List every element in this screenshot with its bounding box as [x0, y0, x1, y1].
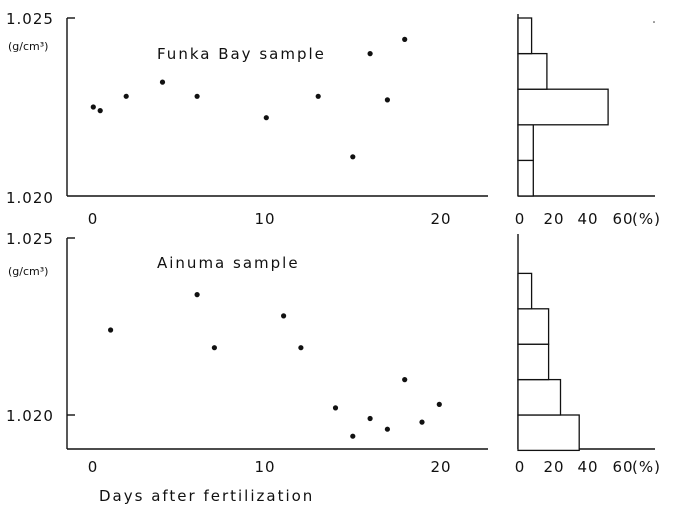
ainuma-hist-bar-2	[517, 343, 550, 381]
ainuma-panel: 1.025 (g/cm³) 1.020 Ainuma sample	[6, 230, 488, 450]
ainuma-y-unit: (g/cm³)	[8, 265, 48, 278]
ainuma-point-5	[332, 405, 339, 411]
ainuma-hist-tick-label-40: 40	[577, 458, 598, 476]
funka-histogram	[517, 14, 655, 197]
ainuma-point-6	[350, 433, 356, 439]
funka-x-tick-label-10: 10	[254, 210, 275, 228]
funka-point-7	[350, 154, 356, 160]
funka-point-1	[97, 108, 103, 114]
funka-bay-panel: 1.025 (g/cm³) 1.020 Funka Bay sample	[6, 10, 488, 207]
ainuma-points	[108, 292, 442, 439]
funka-hist-tick-label-20: 20	[543, 210, 564, 228]
ainuma-point-9	[402, 377, 408, 383]
ainuma-x-ticks: 0 10 20 0 20 40 60 (%)	[88, 458, 661, 476]
funka-hist-bar-2	[517, 88, 609, 126]
ainuma-y-tick-label-top: 1.025	[6, 230, 54, 248]
ainuma-hist-bars	[517, 272, 580, 452]
ainuma-hist-bar-1	[517, 378, 562, 416]
funka-x-tick-label-20: 20	[430, 210, 451, 228]
funka-point-5	[263, 115, 269, 121]
funka-point-6	[315, 93, 321, 99]
funka-y-unit: (g/cm³)	[8, 40, 48, 53]
ainuma-point-0	[108, 327, 114, 333]
ainuma-hist-bar-3	[517, 308, 550, 345]
funka-point-10	[402, 36, 408, 43]
funka-y-tick-label-bottom: 1.020	[6, 189, 54, 207]
funka-hist-bar-3	[517, 52, 548, 90]
ainuma-panel-title: Ainuma sample	[157, 254, 300, 272]
funka-point-3	[159, 79, 166, 85]
funka-hist-bar-0	[517, 159, 534, 197]
ainuma-point-1	[194, 292, 200, 298]
funka-hist-tick-label-60: 60	[612, 210, 633, 228]
ainuma-y-tick-label-bottom: 1.020	[6, 407, 54, 425]
x-axis-title: Days after fertilization	[99, 487, 314, 505]
funka-y-tick-label-top: 1.025	[6, 10, 54, 28]
ainuma-point-2	[211, 345, 217, 351]
ainuma-hist-bar-0	[517, 414, 580, 452]
ainuma-histogram	[517, 234, 655, 452]
ainuma-point-8	[384, 426, 390, 432]
ainuma-point-4	[298, 345, 304, 351]
funka-hist-bars	[517, 17, 609, 197]
ainuma-hist-tick-label-60: 60	[612, 458, 633, 476]
ainuma-hist-unit: (%)	[632, 458, 661, 476]
ainuma-hist-tick-label-20: 20	[543, 458, 564, 476]
funka-point-9	[384, 97, 390, 103]
funka-point-0	[90, 104, 96, 110]
ainuma-point-7	[367, 415, 373, 422]
ainuma-hist-bar-4	[517, 272, 533, 310]
funka-hist-tick-label-40: 40	[577, 210, 598, 228]
funka-panel-title: Funka Bay sample	[157, 45, 326, 63]
ainuma-point-11	[436, 401, 442, 407]
ainuma-point-10	[419, 419, 425, 425]
ainuma-x-tick-label-10: 10	[254, 458, 275, 476]
ainuma-x-tick-label-0: 0	[88, 458, 99, 476]
funka-hist-bar-1	[517, 124, 534, 162]
funka-point-2	[123, 93, 129, 99]
funka-hist-tick-label-0: 0	[515, 210, 526, 228]
funka-x-ticks: 0 10 20 0 20 40 60 (%)	[88, 210, 661, 228]
funka-hist-bar-4	[517, 17, 533, 55]
ainuma-point-3	[281, 313, 287, 319]
funka-points	[90, 36, 408, 160]
funka-hist-unit: (%)	[632, 210, 661, 228]
ainuma-x-tick-label-20: 20	[430, 458, 451, 476]
funka-point-4	[194, 93, 200, 99]
funka-point-8	[367, 51, 373, 57]
ainuma-hist-tick-label-0: 0	[515, 458, 526, 476]
speck	[653, 21, 655, 23]
funka-x-tick-label-0: 0	[88, 210, 99, 228]
